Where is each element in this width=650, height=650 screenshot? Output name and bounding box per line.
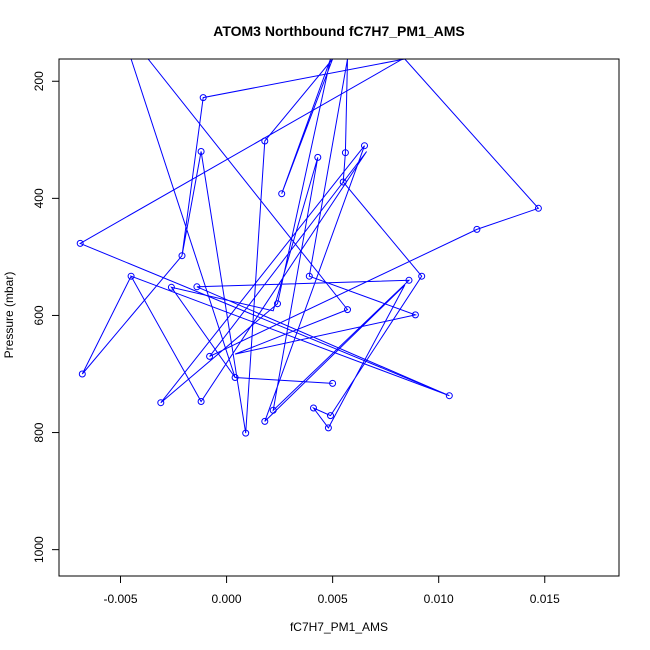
data-point bbox=[341, 149, 349, 157]
data-point bbox=[199, 94, 207, 102]
data-point bbox=[310, 404, 317, 412]
x-axis-label: fC7H7_PM1_AMS bbox=[290, 620, 388, 634]
data-point bbox=[344, 306, 351, 314]
data-point bbox=[418, 272, 426, 280]
data-point bbox=[78, 370, 86, 378]
data-point bbox=[411, 311, 419, 319]
axes: -0.005 0.000 0.005 0.010 0.015 200 400 600 800 10… bbox=[32, 71, 560, 606]
plot-frame bbox=[58, 58, 620, 577]
data-point bbox=[197, 398, 205, 405]
plot-area bbox=[76, 59, 542, 437]
data-point bbox=[197, 148, 205, 155]
data-point bbox=[206, 352, 214, 360]
data-point bbox=[178, 252, 186, 260]
series-line-2 bbox=[81, 255, 183, 375]
x-tick-label: -0.005 bbox=[103, 592, 137, 606]
y-tick-label: 200 bbox=[32, 71, 46, 91]
data-point bbox=[534, 204, 542, 212]
y-tick-label: 800 bbox=[32, 422, 46, 442]
y-axis-label: Pressure (mbar) bbox=[2, 272, 16, 359]
data-point bbox=[405, 276, 413, 284]
data-point bbox=[269, 406, 277, 414]
data-point bbox=[76, 239, 84, 247]
data-point bbox=[127, 272, 135, 280]
data-point bbox=[361, 142, 368, 150]
data-point bbox=[278, 190, 286, 198]
data-point bbox=[329, 379, 337, 387]
data-point bbox=[305, 272, 313, 280]
data-point bbox=[274, 300, 281, 308]
x-tick-label: 0.005 bbox=[318, 592, 348, 606]
data-point bbox=[242, 429, 250, 437]
x-tick-label: 0.015 bbox=[530, 592, 560, 606]
data-point bbox=[339, 178, 347, 186]
data-point bbox=[314, 153, 322, 161]
data-point bbox=[167, 283, 175, 291]
data-point bbox=[193, 283, 201, 291]
data-point bbox=[157, 399, 165, 407]
y-tick-label: 1000 bbox=[32, 536, 46, 563]
x-tick-label: 0.010 bbox=[424, 592, 454, 606]
data-point bbox=[473, 225, 481, 233]
y-tick-label: 600 bbox=[32, 305, 46, 325]
chart-title: ATOM3 Northbound fC7H7_PM1_AMS bbox=[213, 23, 465, 39]
data-point bbox=[445, 392, 453, 400]
y-tick-label: 400 bbox=[32, 188, 46, 208]
series-line-0 bbox=[129, 59, 540, 434]
series-line-1 bbox=[79, 59, 450, 397]
data-point bbox=[324, 424, 332, 432]
data-point bbox=[261, 417, 269, 425]
x-tick-label: 0.000 bbox=[212, 592, 242, 606]
data-point bbox=[231, 374, 239, 381]
data-point bbox=[327, 412, 334, 420]
